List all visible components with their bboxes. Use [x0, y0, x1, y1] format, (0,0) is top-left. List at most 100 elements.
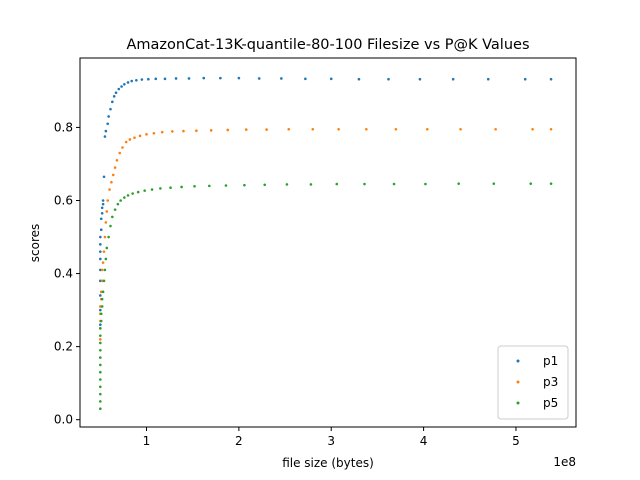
- data-point-p1: [202, 76, 206, 80]
- x-tick-label: 1: [143, 434, 151, 448]
- data-point-p1: [99, 257, 102, 261]
- axes-frame: [79, 57, 577, 428]
- data-point-p5: [99, 348, 102, 352]
- data-point-p1: [154, 77, 158, 81]
- data-point-p1: [451, 77, 455, 81]
- data-point-p1: [117, 87, 121, 91]
- data-point-p5: [99, 363, 102, 367]
- data-point-p1: [101, 199, 105, 202]
- data-point-p5: [136, 190, 140, 194]
- chart-title: AmazonCat-13K-quantile-80-100 Filesize v…: [127, 37, 530, 53]
- data-point-p1: [357, 77, 361, 81]
- data-point-p3: [124, 140, 128, 144]
- x-axis-offset-label: 1e8: [553, 455, 576, 469]
- y-tick-label: 0.0: [54, 413, 73, 427]
- data-point-p3: [365, 127, 368, 131]
- data-point-p3: [265, 128, 268, 131]
- legend-label-p1: p1: [543, 354, 558, 368]
- data-point-p3: [103, 235, 107, 239]
- data-point-p1: [418, 77, 422, 81]
- data-point-p3: [99, 290, 103, 294]
- data-point-p1: [99, 323, 102, 327]
- data-point-p3: [138, 134, 142, 138]
- data-point-p5: [102, 279, 106, 283]
- x-tick-label: 5: [512, 434, 520, 448]
- data-point-p5: [457, 182, 461, 185]
- data-point-p1: [140, 78, 144, 81]
- data-point-p3: [118, 151, 122, 155]
- data-point-p5: [99, 341, 102, 345]
- data-point-p1: [123, 83, 126, 86]
- legend-marker-p1: [516, 359, 520, 363]
- data-point-p3: [531, 127, 534, 131]
- data-point-p3: [99, 305, 102, 308]
- data-point-p5: [492, 182, 496, 185]
- data-point-p1: [99, 279, 102, 283]
- data-point-p5: [99, 356, 102, 359]
- data-point-p1: [104, 129, 108, 133]
- data-point-p3: [100, 268, 104, 272]
- data-point-p1: [109, 107, 112, 111]
- data-point-p1: [126, 81, 130, 84]
- data-point-p1: [99, 250, 102, 253]
- data-point-p5: [104, 257, 108, 261]
- x-tick-label: 3: [327, 434, 335, 448]
- data-point-p5: [263, 183, 267, 187]
- plot-area: [99, 76, 553, 411]
- data-point-p5: [123, 196, 126, 199]
- data-point-p3: [394, 127, 398, 131]
- data-point-p1: [120, 85, 123, 88]
- data-point-p5: [103, 268, 107, 272]
- data-point-p3: [133, 136, 136, 139]
- data-point-p1: [99, 294, 102, 297]
- data-point-p3: [287, 127, 291, 131]
- data-point-p5: [113, 208, 117, 211]
- data-point-p5: [549, 182, 553, 185]
- data-point-p3: [244, 128, 248, 131]
- data-point-p1: [99, 308, 102, 312]
- series-p5: [99, 182, 553, 411]
- data-point-p5: [109, 224, 112, 228]
- data-point-p1: [112, 95, 116, 98]
- data-point-p1: [135, 78, 138, 82]
- data-point-p5: [169, 186, 172, 189]
- x-axis-label: file size (bytes): [282, 456, 374, 470]
- data-point-p5: [111, 215, 114, 219]
- data-point-p3: [195, 129, 198, 132]
- data-point-p5: [99, 370, 102, 374]
- data-point-p3: [145, 133, 148, 136]
- data-point-p1: [111, 100, 114, 104]
- data-point-p3: [337, 127, 340, 131]
- data-point-p1: [103, 135, 107, 138]
- data-point-p5: [285, 183, 289, 186]
- data-point-p3: [182, 129, 185, 133]
- data-point-p5: [131, 192, 134, 195]
- data-point-p1: [99, 217, 103, 221]
- data-point-p1: [237, 76, 241, 80]
- data-point-p5: [150, 188, 154, 191]
- data-point-p5: [99, 378, 102, 381]
- data-point-p5: [193, 184, 196, 188]
- y-axis-label: scores: [28, 224, 42, 263]
- axes: 1 2 3 4 5 0.0 0.2 0.4 0.6 0.8: [54, 57, 577, 448]
- data-point-p3: [549, 127, 553, 131]
- data-point-p5: [363, 182, 366, 186]
- data-point-p5: [392, 182, 396, 186]
- data-point-p1: [100, 211, 104, 215]
- data-point-p3: [121, 146, 124, 149]
- data-point-p3: [311, 127, 315, 131]
- data-point-p5: [126, 194, 130, 197]
- data-point-p1: [102, 175, 106, 179]
- data-point-p5: [107, 235, 110, 239]
- data-point-p5: [529, 182, 533, 185]
- data-point-p5: [180, 185, 183, 189]
- data-point-p3: [100, 279, 104, 283]
- data-point-p5: [99, 407, 102, 411]
- data-point-p3: [106, 199, 110, 202]
- data-point-p1: [549, 77, 553, 81]
- data-point-p3: [113, 166, 117, 169]
- x-tick-label: 2: [235, 434, 243, 448]
- data-point-p3: [105, 210, 109, 213]
